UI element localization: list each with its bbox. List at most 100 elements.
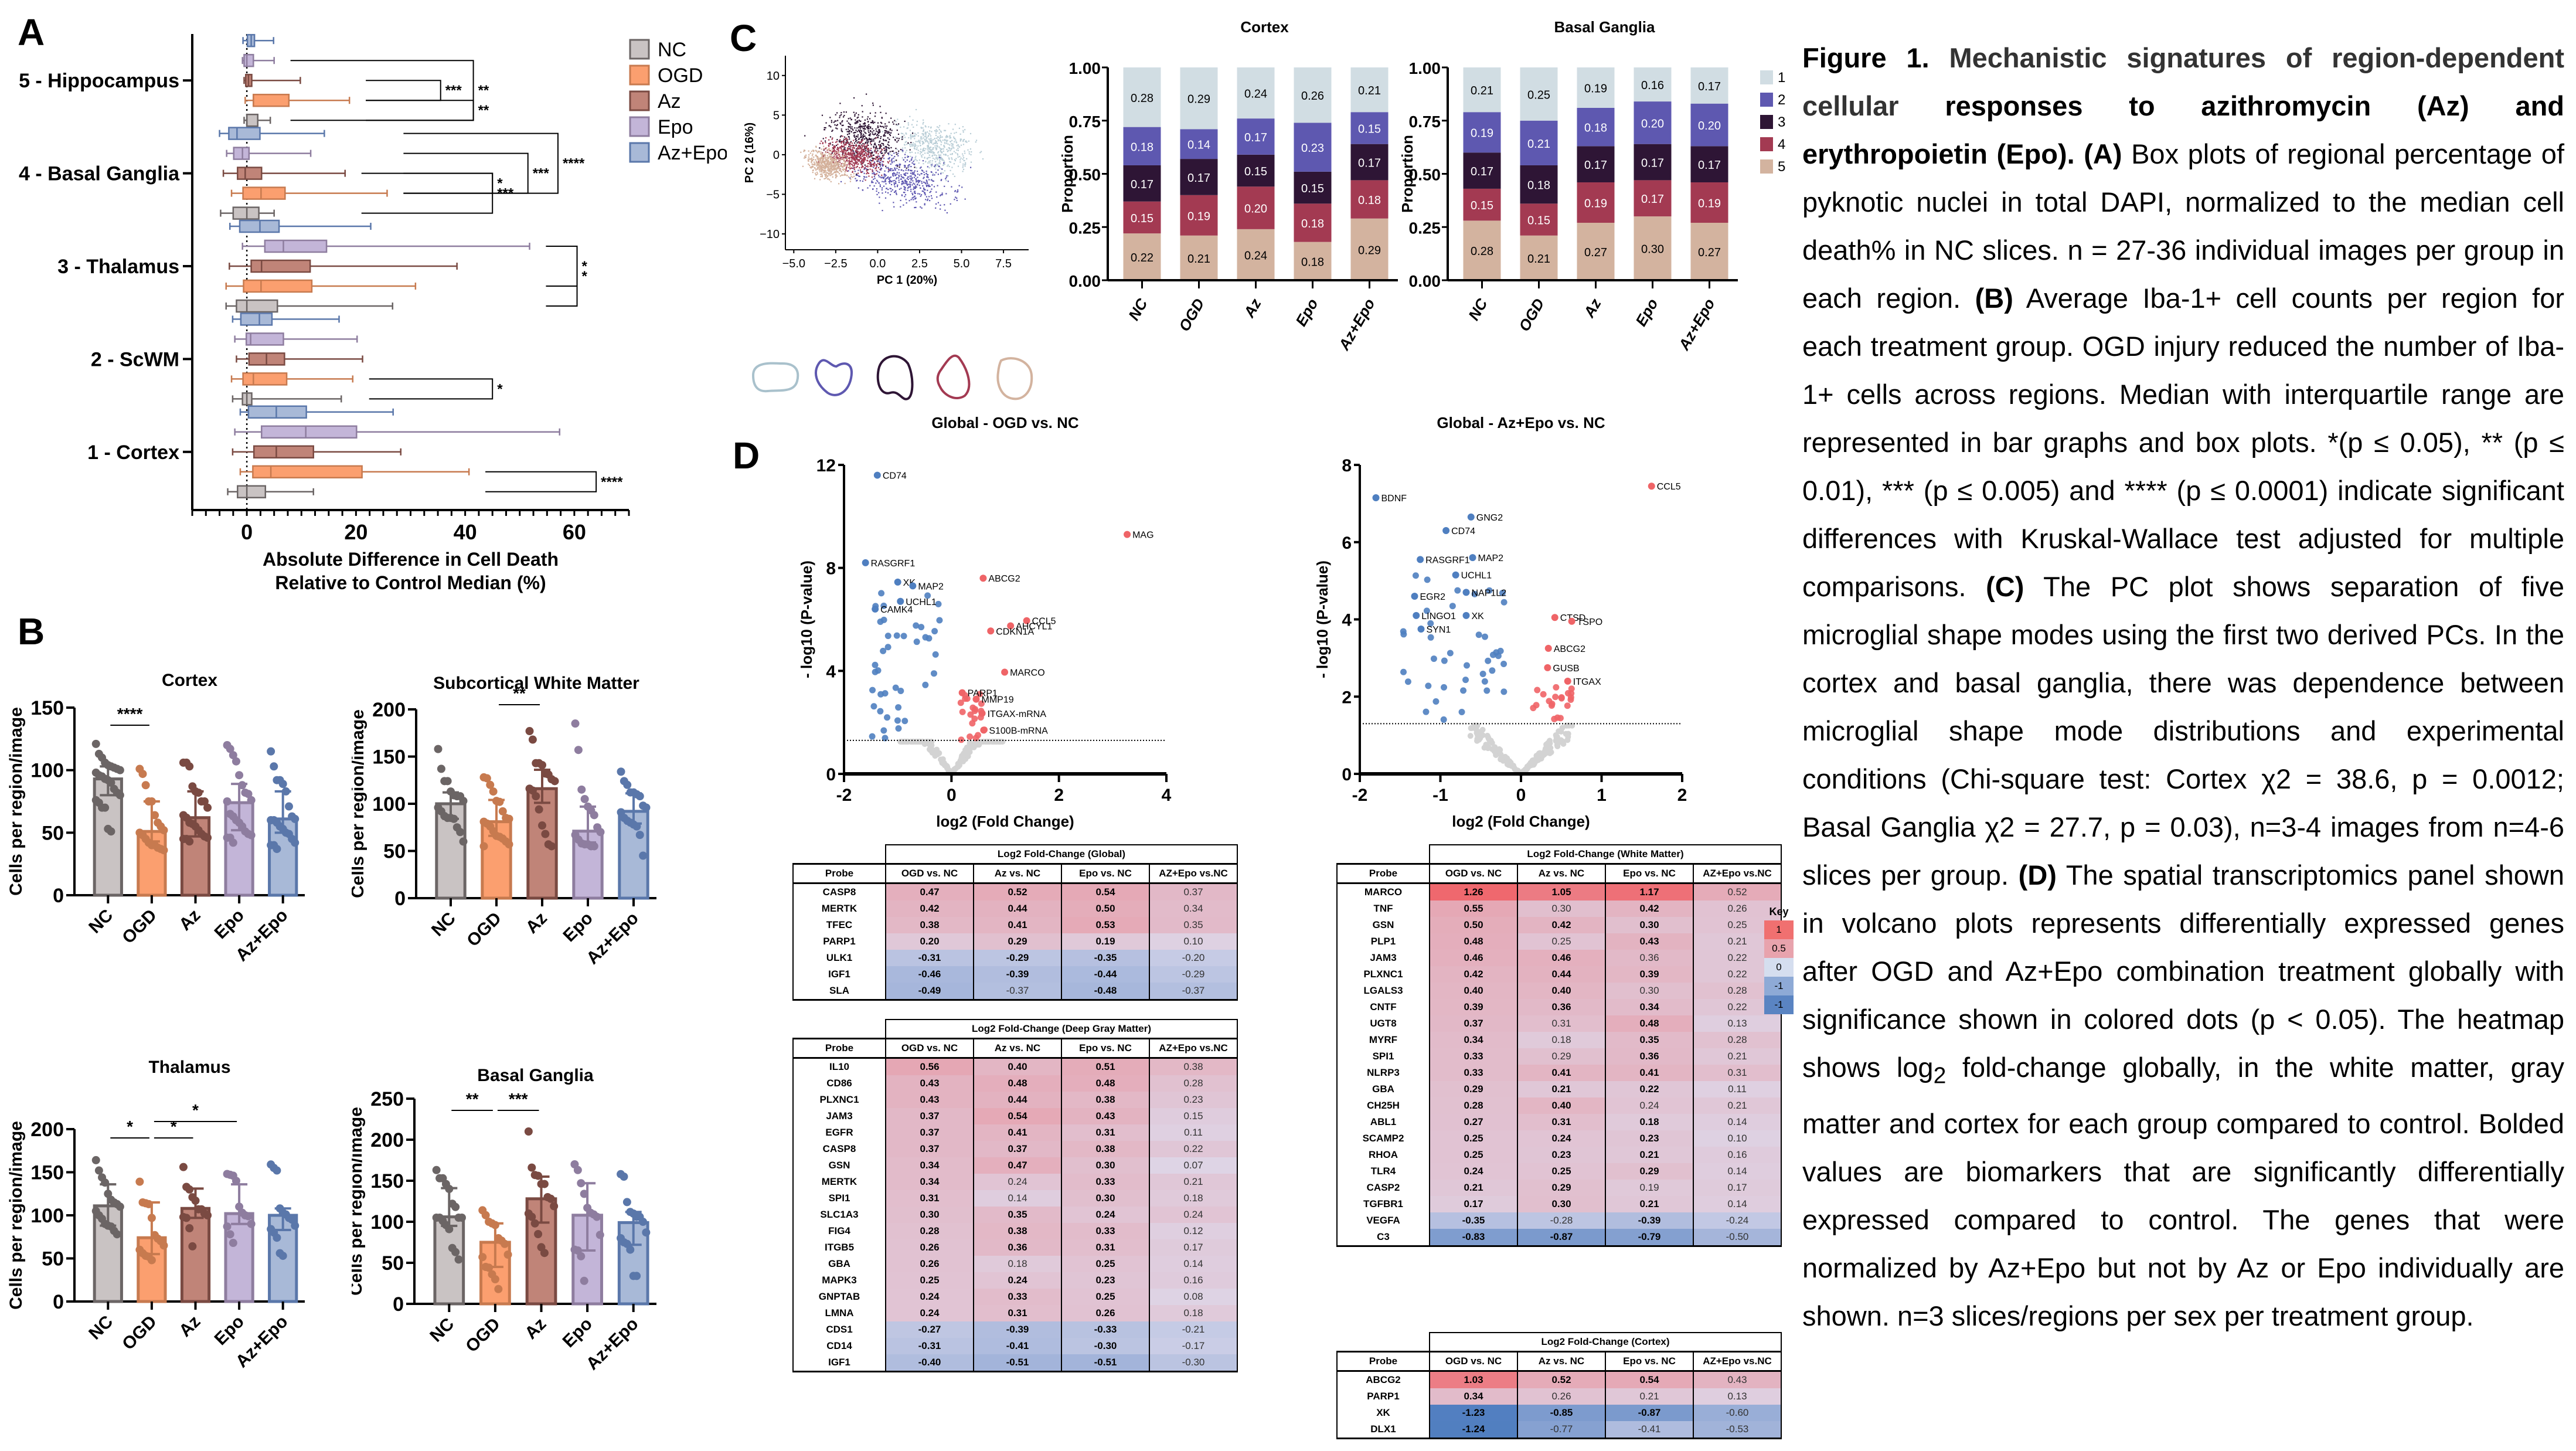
pca-point-mode-3 [842, 116, 845, 118]
pca-point-mode-1 [948, 157, 950, 159]
stack-segment-mode-3 [1463, 152, 1501, 189]
pca-point-mode-3 [870, 140, 872, 142]
x-tick-label-epo: Epo [211, 1312, 248, 1349]
pca-point-mode-3 [852, 129, 854, 131]
fold-change-cell: -0.87 [1605, 1405, 1693, 1421]
data-point [185, 762, 194, 771]
pca-point-mode-3 [840, 128, 842, 130]
pca-point-mode-3 [866, 138, 867, 140]
table-row: VEGFA -0.35 -0.28 -0.39 -0.24 [1336, 1212, 1782, 1229]
pca-point-mode-1 [952, 173, 954, 175]
data-point [538, 821, 546, 830]
downregulated-point [870, 703, 877, 710]
stack-segment-mode-4 [1634, 180, 1672, 217]
pca-point-mode-1 [929, 162, 931, 164]
pca-point-mode-2 [884, 170, 886, 172]
data-point [229, 751, 237, 760]
stack-segment-mode-1 [1520, 67, 1558, 121]
pca-point-mode-2 [893, 191, 896, 193]
pca-point-mode-5 [838, 166, 839, 169]
box-ogd [243, 279, 313, 293]
segment-label: 0.29 [1358, 244, 1381, 257]
pca-point-mode-2 [911, 173, 913, 175]
pca-point-mode-2 [928, 185, 930, 188]
nonsignificant-point [965, 753, 971, 759]
pca-point-mode-5 [825, 164, 827, 166]
pca-point-mode-2 [882, 209, 883, 212]
chart-title: Global - OGD vs. NC [931, 414, 1079, 431]
pca-point-mode-4 [843, 155, 845, 157]
pca-point-mode-1 [929, 150, 931, 152]
pca-point-mode-2 [926, 176, 928, 178]
pca-point-mode-1 [955, 131, 957, 134]
pca-point-mode-2 [871, 182, 873, 184]
upregulated-point [975, 732, 982, 739]
probe-name: MARCO [1336, 883, 1430, 900]
segment-label: 0.15 [1471, 199, 1493, 212]
pca-point-mode-2 [882, 165, 884, 167]
pca-point-mode-4 [866, 160, 869, 162]
pca-point-mode-2 [911, 184, 913, 186]
pca-point-mode-2 [882, 176, 884, 178]
data-point [247, 796, 256, 804]
pca-point-mode-2 [923, 171, 925, 174]
legend-label-mode-1: 1 [1778, 70, 1785, 86]
table-row: RHOA 0.25 0.23 0.21 0.16 [1336, 1147, 1782, 1163]
pca-point-mode-1 [962, 139, 964, 141]
labeled-point-gng2 [1467, 513, 1475, 521]
pca-point-mode-1 [931, 155, 933, 157]
box-ogd [253, 93, 290, 107]
shape-outline [751, 362, 799, 393]
pca-point-mode-4 [852, 156, 853, 158]
pca-point-mode-5 [818, 162, 821, 164]
pca-point-mode-3 [834, 124, 836, 126]
empty-cell [793, 1020, 886, 1039]
pca-point-mode-3 [839, 117, 840, 118]
pca-point-mode-4 [828, 145, 830, 147]
data-point [291, 838, 300, 847]
fold-change-cell: -0.39 [1605, 1212, 1693, 1229]
x-tick-label-az-epo: Az+Epo [583, 1314, 642, 1374]
pca-point-mode-3 [872, 133, 873, 135]
pca-point-mode-4 [853, 152, 855, 154]
pca-point-mode-2 [864, 176, 866, 178]
pca-point-mode-3 [840, 123, 842, 125]
pca-point-mode-2 [902, 150, 904, 152]
pca-point-mode-1 [937, 159, 938, 161]
probe-name: UGT8 [1336, 1015, 1430, 1032]
x-tick-label: 7.5 [995, 257, 1012, 270]
fold-change-cell: 0.22 [1149, 1141, 1238, 1157]
pca-point-mode-1 [915, 108, 917, 111]
pca-point-mode-3 [886, 149, 887, 152]
pca-point-mode-1 [925, 132, 927, 134]
y-tick-label: 200 [30, 1119, 64, 1141]
pca-point-mode-2 [849, 177, 851, 179]
fold-change-cell: 0.24 [885, 1305, 974, 1321]
pca-point-mode-1 [908, 137, 910, 139]
pca-point-mode-3 [853, 153, 855, 155]
fold-change-cell: 0.36 [1605, 1048, 1693, 1065]
pca-point-mode-4 [868, 175, 870, 177]
fold-change-cell: 0.26 [1061, 1305, 1149, 1321]
data-point [489, 787, 498, 796]
pca-point-mode-2 [883, 178, 884, 179]
box-az-epo [247, 405, 307, 419]
data-point [229, 1239, 237, 1248]
pca-point-mode-5 [835, 159, 836, 161]
pca-point-mode-1 [962, 171, 964, 172]
probe-name: CD86 [792, 1075, 886, 1092]
pca-point-mode-2 [945, 178, 947, 180]
stack-segment-mode-2 [1123, 127, 1161, 165]
pca-point-mode-2 [961, 186, 963, 188]
pca-point-mode-5 [824, 155, 826, 157]
pca-point-mode-2 [881, 187, 883, 189]
y-axis-label: PC 2 (16%) [743, 123, 756, 183]
pca-point-mode-5 [827, 166, 829, 168]
nonsignificant-point [1510, 763, 1517, 769]
pca-point-mode-3 [872, 131, 873, 133]
pca-point-mode-5 [829, 179, 831, 181]
pca-point-mode-4 [857, 151, 859, 154]
downregulated-point [1499, 590, 1506, 597]
pca-point-mode-2 [882, 163, 883, 165]
probe-name: FIG4 [792, 1223, 886, 1239]
